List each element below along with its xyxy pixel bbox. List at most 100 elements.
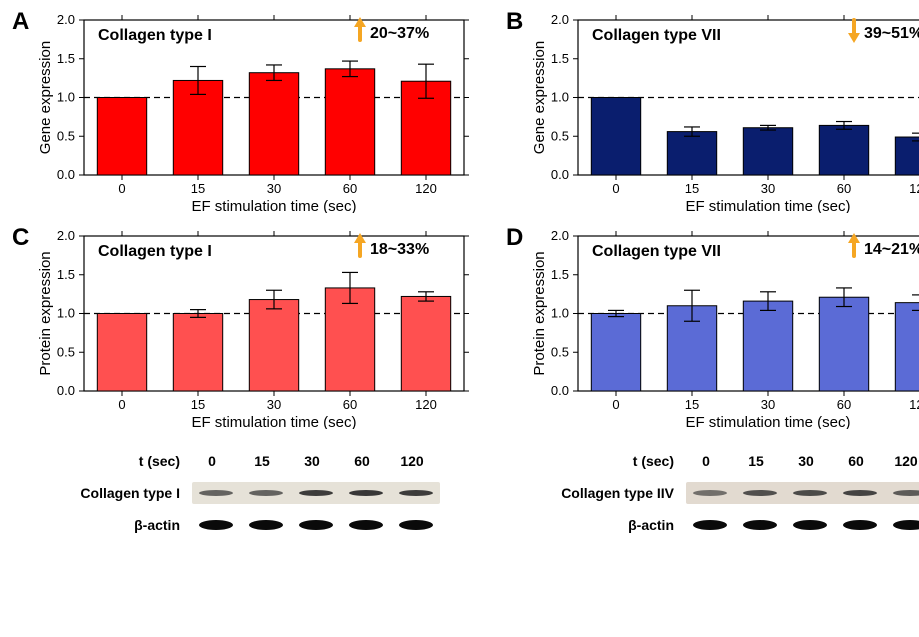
xtick-label: 0 xyxy=(612,181,619,196)
percent-annotation: 14~21% xyxy=(864,241,919,258)
ytick-label: 1.5 xyxy=(57,267,75,282)
chart-svg: 0.00.51.01.52.00153060120Collagen type V… xyxy=(530,228,919,429)
xtick-label: 0 xyxy=(118,181,125,196)
blot-band xyxy=(346,517,386,533)
blot-time-label: 60 xyxy=(342,453,382,469)
ytick-label: 0.5 xyxy=(57,128,75,143)
chart-svg: 0.00.51.01.52.00153060120Collagen type I… xyxy=(36,228,476,429)
arrow-down-icon xyxy=(848,20,860,43)
blot-time-label: 120 xyxy=(392,453,432,469)
xtick-label: 15 xyxy=(685,397,699,412)
blot-lanes xyxy=(686,482,919,504)
blot-band xyxy=(296,517,336,533)
blot-row: β-actin xyxy=(52,514,468,536)
xtick-label: 30 xyxy=(267,397,281,412)
blot-time-label: 0 xyxy=(686,453,726,469)
blot-band xyxy=(396,485,436,501)
time-header-label: t (sec) xyxy=(52,453,192,469)
xtick-label: 0 xyxy=(118,397,125,412)
panel-D: D 0.00.51.01.52.00153060120Collagen type… xyxy=(506,228,919,434)
xtick-label: 120 xyxy=(909,181,919,196)
blot-lanes xyxy=(192,482,440,504)
ytick-label: 1.5 xyxy=(57,51,75,66)
blot-row: Collagen type I xyxy=(52,482,468,504)
blot-band xyxy=(890,517,919,533)
panel-subtitle: Collagen type VII xyxy=(592,27,721,44)
blot-lanes xyxy=(192,514,440,536)
blot-band xyxy=(740,485,780,501)
xtick-label: 120 xyxy=(415,397,437,412)
blot-time-labels: 0153060120 xyxy=(192,453,432,469)
panel-subtitle: Collagen type I xyxy=(98,243,212,260)
blot-row-label: β-actin xyxy=(52,517,192,533)
blot-band xyxy=(840,517,880,533)
blot-band xyxy=(790,517,830,533)
blot-time-label: 15 xyxy=(242,453,282,469)
chart-B: 0.00.51.01.52.00153060120Collagen type V… xyxy=(530,12,919,218)
xtick-label: 120 xyxy=(909,397,919,412)
xtick-label: 15 xyxy=(191,397,205,412)
xtick-label: 30 xyxy=(761,181,775,196)
blot-band xyxy=(396,517,436,533)
blot-band xyxy=(890,485,919,501)
blot-row-label: Collagen type I xyxy=(52,485,192,501)
ytick-label: 0.5 xyxy=(57,344,75,359)
ytick-label: 2.0 xyxy=(551,12,569,27)
xtick-label: 0 xyxy=(612,397,619,412)
chart-D: 0.00.51.01.52.00153060120Collagen type V… xyxy=(530,228,919,434)
xtick-label: 60 xyxy=(837,181,851,196)
blot-band xyxy=(246,485,286,501)
xtick-label: 60 xyxy=(343,397,357,412)
y-axis-label: Protein expression xyxy=(531,251,548,375)
blot-band xyxy=(840,485,880,501)
blot-row-label: Collagen type IIV xyxy=(546,485,686,501)
blot-row-label: β-actin xyxy=(546,517,686,533)
panel-C: C 0.00.51.01.52.00153060120Collagen type… xyxy=(12,228,476,434)
ytick-label: 0.5 xyxy=(551,344,569,359)
blot-band xyxy=(246,517,286,533)
blot-band xyxy=(196,517,236,533)
panel-A: A 0.00.51.01.52.00153060120Collagen type… xyxy=(12,12,476,218)
western-blot-right: t (sec)0153060120Collagen type IIV xyxy=(506,444,919,536)
ytick-label: 0.0 xyxy=(551,167,569,182)
figure-grid: A 0.00.51.01.52.00153060120Collagen type… xyxy=(12,12,907,536)
x-axis-label: EF stimulation time (sec) xyxy=(191,198,356,213)
xtick-label: 60 xyxy=(837,397,851,412)
ytick-label: 2.0 xyxy=(551,228,569,243)
blot-band xyxy=(690,485,730,501)
ytick-label: 1.0 xyxy=(551,306,569,321)
blot-band xyxy=(296,485,336,501)
blot-time-row: t (sec)0153060120 xyxy=(546,450,919,472)
ytick-label: 0.0 xyxy=(551,383,569,398)
ytick-label: 2.0 xyxy=(57,228,75,243)
xtick-label: 30 xyxy=(267,181,281,196)
percent-annotation: 39~51% xyxy=(864,25,919,42)
blot-time-label: 30 xyxy=(786,453,826,469)
percent-annotation: 18~33% xyxy=(370,241,429,258)
time-header-label: t (sec) xyxy=(546,453,686,469)
ytick-label: 1.0 xyxy=(551,90,569,105)
y-axis-label: Gene expression xyxy=(37,41,54,154)
xtick-label: 120 xyxy=(415,181,437,196)
ytick-label: 0.5 xyxy=(551,128,569,143)
y-axis-label: Gene expression xyxy=(531,41,548,154)
ytick-label: 2.0 xyxy=(57,12,75,27)
x-axis-label: EF stimulation time (sec) xyxy=(191,414,356,429)
panel-B: B 0.00.51.01.52.00153060120Collagen type… xyxy=(506,12,919,218)
blot-time-label: 0 xyxy=(192,453,232,469)
blot-band xyxy=(740,517,780,533)
blot-lanes xyxy=(686,514,919,536)
ytick-label: 0.0 xyxy=(57,167,75,182)
xtick-label: 15 xyxy=(685,181,699,196)
chart-svg: 0.00.51.01.52.00153060120Collagen type I… xyxy=(36,12,476,213)
blot-band xyxy=(690,517,730,533)
chart-A: 0.00.51.01.52.00153060120Collagen type I… xyxy=(36,12,476,218)
blot-time-label: 15 xyxy=(736,453,776,469)
blot-time-row: t (sec)0153060120 xyxy=(52,450,468,472)
xtick-label: 15 xyxy=(191,181,205,196)
blot-row: Collagen type IIV xyxy=(546,482,919,504)
percent-annotation: 20~37% xyxy=(370,25,429,42)
ytick-label: 1.5 xyxy=(551,267,569,282)
x-axis-label: EF stimulation time (sec) xyxy=(685,414,850,429)
y-axis-label: Protein expression xyxy=(37,251,54,375)
